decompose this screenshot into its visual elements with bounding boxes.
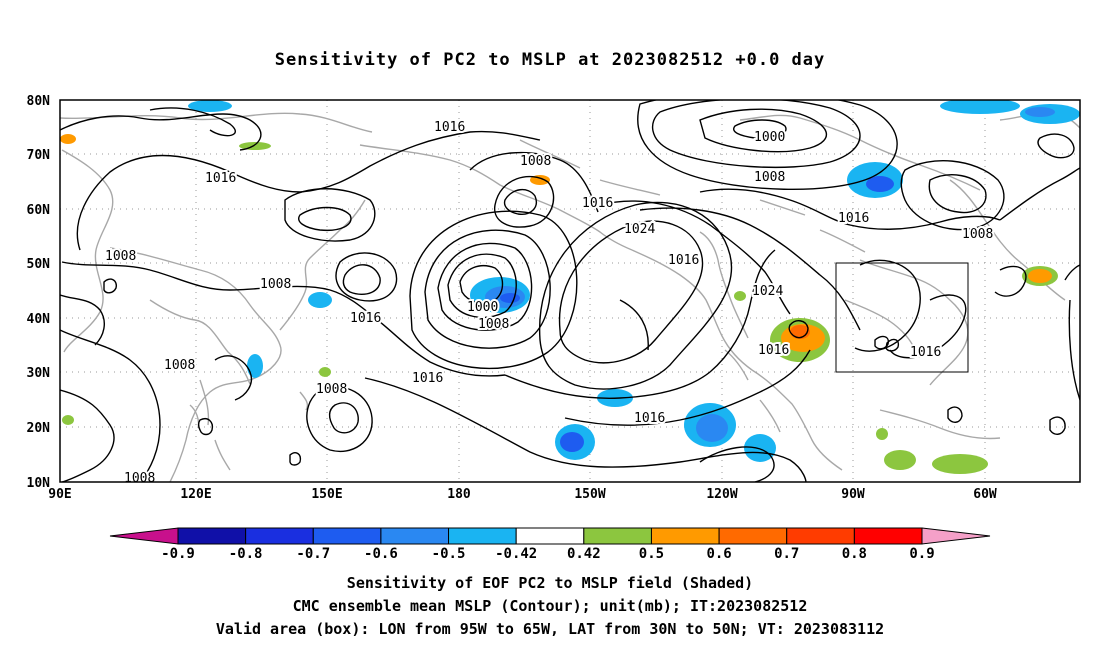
lon-label: 150W [574, 487, 605, 502]
valid-area-box [835, 262, 969, 373]
colorbar-tick-label: -0.42 [495, 546, 537, 562]
lon-label: 180 [447, 487, 471, 502]
contour-label: 1008 [520, 154, 551, 169]
colorbar-cell [312, 527, 382, 545]
contour-label: 1016 [910, 345, 941, 360]
colorbar-cell [380, 527, 450, 545]
lon-label: 120E [180, 487, 211, 502]
lat-label: 50N [27, 257, 51, 272]
colorbar-cell [583, 527, 652, 545]
lat-label: 40N [27, 312, 51, 327]
colorbar-cell [853, 527, 923, 545]
colorbar-right-arrow [921, 527, 991, 545]
lat-label: 60N [27, 203, 51, 218]
colorbar-tick-label: 0.8 [842, 546, 867, 562]
contour-label: 1000 [467, 300, 498, 315]
contour-label: 1016 [434, 120, 465, 135]
colorbar-tick-label: 0.42 [567, 546, 601, 562]
colorbar-cell [650, 527, 720, 545]
lon-label: 120W [706, 487, 737, 502]
contour-label: 1000 [754, 130, 785, 145]
contour-label: 1016 [634, 411, 665, 426]
contour-labels: 1016 1000 1008 1008 1016 1016 1024 1016 … [103, 118, 995, 488]
contour-label: 1008 [105, 249, 136, 264]
caption-contour: CMC ensemble mean MSLP (Contour); unit(m… [292, 597, 808, 615]
contour-label: 1016 [205, 171, 236, 186]
map-title: Sensitivity of PC2 to MSLP at 2023082512… [274, 50, 826, 70]
lat-label: 10N [27, 476, 51, 491]
colorbar-cell [448, 527, 517, 545]
contour-label: 1008 [124, 471, 155, 486]
contour-label: 1016 [838, 211, 869, 226]
lon-label: 90W [841, 487, 865, 502]
colorbar-cell [177, 527, 247, 545]
colorbar-cell [718, 527, 788, 545]
contour-label: 1016 [582, 196, 613, 211]
contour-label: 1024 [752, 284, 783, 299]
lat-label: 30N [27, 366, 51, 381]
map-frame [59, 99, 1081, 483]
contour-label: 1008 [260, 277, 291, 292]
colorbar-left-arrow [109, 527, 179, 545]
longitude-labels: 90E 120E 150E 180 150W 120W 90W 60W [48, 487, 997, 502]
colorbar-cell [515, 527, 585, 545]
colorbar-tick-label: -0.8 [229, 546, 263, 562]
colorbar-cell [786, 527, 855, 545]
contour-label: 1016 [412, 371, 443, 386]
contour-label: 1008 [316, 382, 347, 397]
lon-label: 90E [48, 487, 71, 502]
lon-label: 150E [311, 487, 342, 502]
contour-label: 1008 [478, 317, 509, 332]
contour-label: 1008 [754, 170, 785, 185]
lat-label: 20N [27, 421, 51, 436]
colorbar-tick-label: -0.6 [364, 546, 398, 562]
lon-label: 60W [973, 487, 997, 502]
colorbar-cell [245, 527, 314, 545]
contour-label: 1008 [962, 227, 993, 242]
contour-label: 1016 [668, 253, 699, 268]
contour-label: 1024 [624, 222, 655, 237]
colorbar-tick-label: 0.5 [639, 546, 664, 562]
contour-label: 1016 [350, 311, 381, 326]
colorbar-tick-label: -0.7 [296, 546, 330, 562]
contour-label: 1016 [758, 343, 789, 358]
latitude-labels: 80N 70N 60N 50N 40N 30N 20N 10N [27, 94, 51, 491]
coastlines [60, 112, 1080, 482]
contour-label: 1008 [164, 358, 195, 373]
colorbar-tick-label: -0.5 [432, 546, 466, 562]
lat-label: 80N [27, 94, 51, 109]
colorbar: -0.9 -0.8 -0.7 -0.6 -0.5 -0.42 0.42 0.5 0.6 0.7 0.… [109, 527, 991, 562]
colorbar-tick-label: 0.7 [774, 546, 799, 562]
lat-label: 70N [27, 148, 51, 163]
colorbar-tick-label: 0.6 [706, 546, 731, 562]
caption-valid-area: Valid area (box): LON from 95W to 65W, L… [215, 620, 885, 638]
colorbar-tick-label: -0.9 [161, 546, 195, 562]
colorbar-tick-label: 0.9 [909, 546, 934, 562]
mslp-contours [60, 100, 1080, 482]
caption-shading: Sensitivity of EOF PC2 to MSLP field (Sh… [346, 574, 754, 592]
sensitivity-shading [60, 100, 1080, 474]
